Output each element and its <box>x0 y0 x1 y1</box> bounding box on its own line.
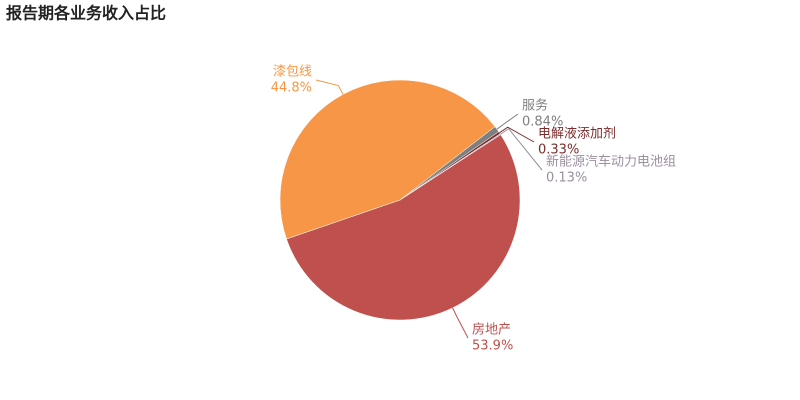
leader-line <box>315 79 344 95</box>
leader-line <box>452 307 469 339</box>
pie-slice <box>279 79 496 240</box>
slice-label: 新能源汽车动力电池组 <box>546 154 676 170</box>
value-label: 53.9% <box>472 339 513 354</box>
value-label: 44.8% <box>271 81 312 96</box>
slice-label: 电解液添加剂 <box>538 127 616 142</box>
leader-line <box>499 126 535 143</box>
slice-label: 房地产 <box>472 322 511 338</box>
value-label: 0.84% <box>522 115 563 130</box>
leader-line <box>496 113 519 130</box>
chart-title: 报告期各业务收入占比 <box>6 4 166 23</box>
slice-label: 漆包线 <box>273 64 312 80</box>
leader-line <box>500 128 543 171</box>
slice-label: 服务 <box>522 98 548 114</box>
value-label: 0.13% <box>546 171 587 186</box>
value-label: 0.33% <box>538 143 579 158</box>
pie-slice <box>286 134 521 321</box>
pie-slice <box>399 133 501 201</box>
